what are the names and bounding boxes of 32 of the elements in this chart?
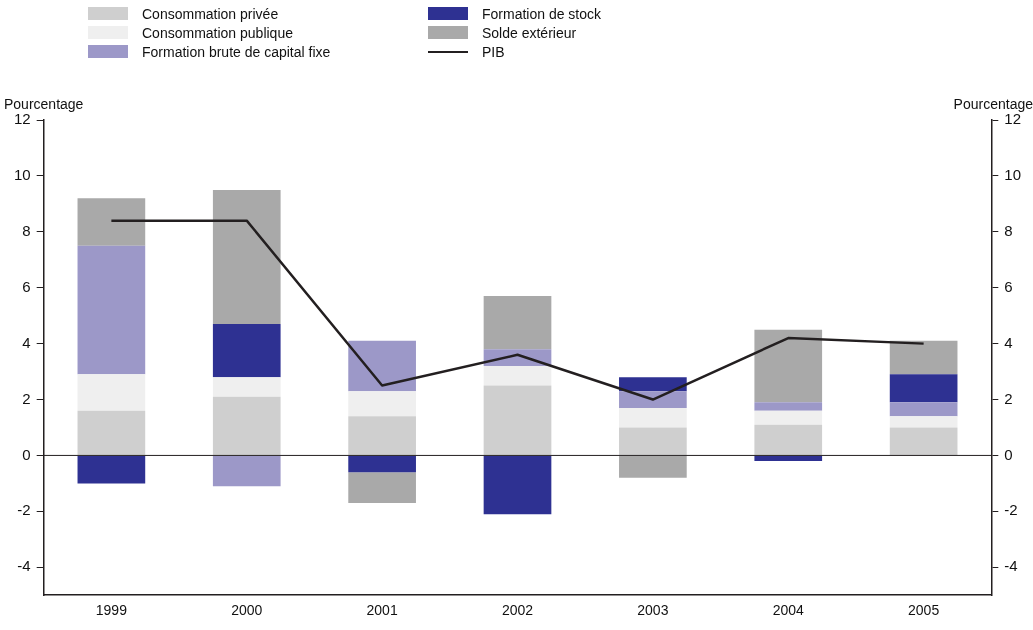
y-tick-label: 6 (22, 277, 31, 295)
x-tick-label: 2001 (366, 602, 398, 619)
y-tick-label: 10 (14, 166, 31, 184)
legend-label: Consommation privée (142, 5, 279, 22)
y-tick-label: -4 (17, 557, 31, 575)
y2-tick-label: 4 (1004, 333, 1013, 351)
x-tick-label: 1999 (95, 602, 128, 619)
x-tick-label: 2003 (637, 602, 669, 619)
x-tick-label: 2002 (501, 602, 534, 619)
y-tick-label: 2 (22, 389, 31, 407)
legend-label: Solde extérieur (482, 24, 577, 41)
y2-tick-label: 6 (1004, 277, 1013, 295)
y-tick-label: 12 (14, 110, 31, 128)
legend-label: Formation de stock (482, 5, 602, 22)
y-tick-label: 8 (22, 221, 31, 239)
y2-tick-label: 8 (1004, 221, 1013, 239)
x-tick-label: 2000 (231, 602, 263, 619)
x-tick-label: 2004 (772, 602, 805, 619)
y2-tick-label: 0 (1004, 445, 1013, 463)
y2-tick-label: -4 (1004, 557, 1018, 575)
y-tick-label: 0 (22, 445, 31, 463)
legend-label: PIB (482, 43, 505, 60)
y-tick-label: -2 (17, 501, 31, 519)
y2-axis-title: Pourcentage (953, 96, 1033, 112)
y-tick-label: 4 (22, 333, 31, 351)
legend-label: Formation brute de capital fixe (142, 43, 331, 60)
y-axis-title: Pourcentage (4, 96, 84, 112)
y2-tick-label: 2 (1004, 389, 1013, 407)
y2-tick-label: 10 (1004, 166, 1021, 184)
y2-tick-label: -2 (1004, 501, 1018, 519)
legend-label: Consommation publique (142, 24, 293, 41)
x-tick-label: 2005 (908, 602, 940, 619)
